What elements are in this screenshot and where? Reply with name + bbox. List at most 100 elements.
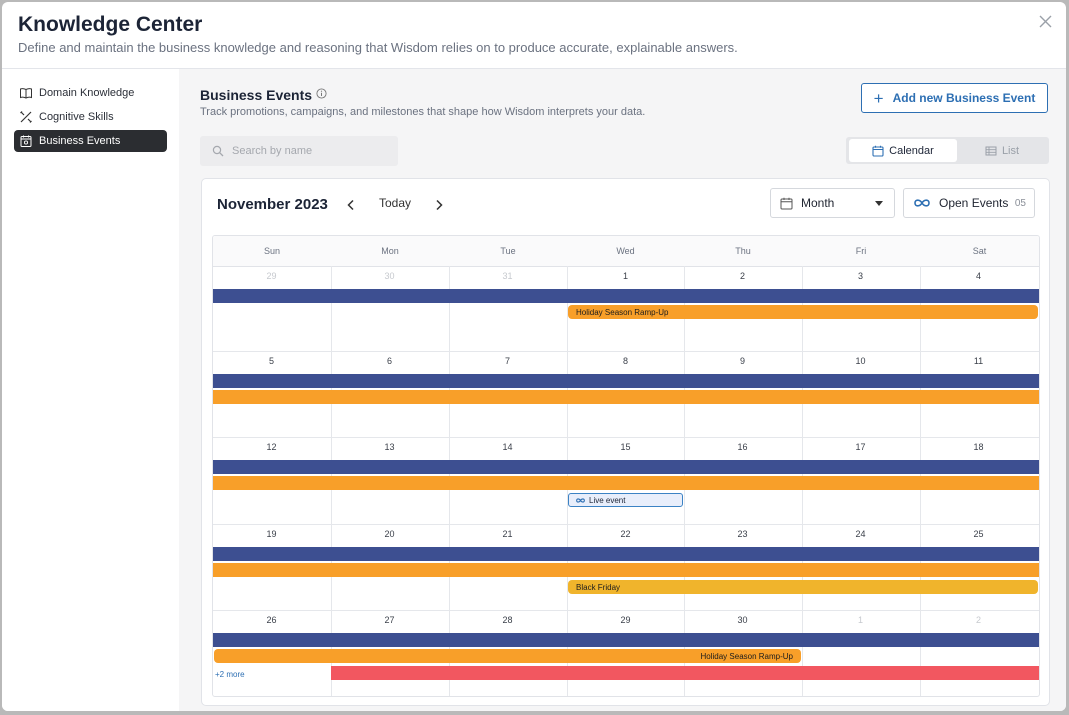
day-number[interactable]: 31: [502, 271, 513, 281]
day-number[interactable]: 24: [855, 529, 866, 539]
day-number[interactable]: 5: [268, 356, 274, 366]
day-number[interactable]: 19: [266, 529, 277, 539]
event-bar[interactable]: [213, 633, 1039, 647]
day-number[interactable]: 10: [855, 356, 866, 366]
plus-icon: +: [873, 88, 884, 108]
calendar-icon: [780, 197, 793, 210]
day-number[interactable]: 8: [622, 356, 628, 366]
view-select-value: Month: [801, 196, 835, 210]
book-icon: [19, 86, 33, 100]
open-events-count: 05: [1014, 197, 1026, 209]
infinity-icon: [912, 197, 932, 209]
search-icon: [212, 145, 224, 157]
event-label: Live event: [589, 495, 626, 505]
chevron-down-icon: [875, 201, 883, 206]
tools-icon: [19, 110, 33, 124]
day-number[interactable]: 16: [737, 442, 748, 452]
grid-divider: [213, 437, 1039, 438]
event-bar[interactable]: [213, 547, 1039, 561]
page-subtitle: Define and maintain the business knowled…: [18, 40, 738, 55]
day-number[interactable]: 21: [502, 529, 513, 539]
event-bar[interactable]: Black Friday: [568, 580, 1038, 594]
day-number[interactable]: 29: [266, 271, 277, 281]
list-view-label: List: [1001, 144, 1020, 157]
calendar-grid: Sun Mon Tue Wed Thu Fri Sat 29 30 31 1 2 3 4 5 6 7 8 9 10 11…: [212, 235, 1040, 697]
day-number[interactable]: 11: [973, 356, 984, 366]
event-label: Black Friday: [576, 582, 621, 592]
calendar-event-icon: [19, 134, 33, 148]
chevron-right-icon[interactable]: [431, 197, 447, 213]
sidebar-item-business-events[interactable]: Business Events: [14, 130, 167, 152]
open-events-button[interactable]: Open Events 05: [903, 188, 1035, 218]
day-number[interactable]: 26: [266, 615, 277, 625]
info-icon[interactable]: [316, 86, 327, 99]
day-number[interactable]: 20: [384, 529, 395, 539]
view-select[interactable]: Month: [770, 188, 895, 218]
chevron-left-icon[interactable]: [343, 197, 359, 213]
day-number[interactable]: 17: [855, 442, 866, 452]
event-bar[interactable]: [213, 460, 1039, 474]
search-box: [200, 136, 398, 166]
close-icon[interactable]: [1036, 12, 1056, 32]
event-bar[interactable]: [213, 390, 1039, 404]
open-events-label: Open Events: [939, 196, 1009, 210]
day-number[interactable]: 13: [384, 442, 395, 452]
event-bar[interactable]: [213, 476, 1039, 490]
event-bar[interactable]: [213, 374, 1039, 388]
day-number[interactable]: 2: [739, 271, 745, 281]
event-bar[interactable]: [213, 563, 1039, 577]
weekday-label: Sat: [972, 246, 987, 256]
event-bar[interactable]: [331, 666, 1039, 680]
weekday-label: Wed: [616, 246, 635, 256]
weekday-label: Thu: [735, 246, 751, 256]
day-number[interactable]: 1: [622, 271, 628, 281]
search-input[interactable]: [230, 144, 384, 158]
day-number[interactable]: 15: [620, 442, 631, 452]
grid-divider: [213, 524, 1039, 525]
weekday-label: Tue: [500, 246, 516, 256]
calendar-view-label: Calendar: [889, 144, 934, 157]
day-number[interactable]: 2: [975, 615, 981, 625]
day-number[interactable]: 22: [620, 529, 631, 539]
day-number[interactable]: 23: [737, 529, 748, 539]
list-view-button[interactable]: List: [957, 139, 1047, 162]
day-number[interactable]: 6: [386, 356, 392, 366]
day-number[interactable]: 27: [384, 615, 395, 625]
day-number[interactable]: 9: [739, 356, 745, 366]
day-number[interactable]: 12: [266, 442, 277, 452]
section-title: Business Events: [200, 87, 313, 103]
day-number[interactable]: 3: [857, 271, 863, 281]
sidebar-item-domain-knowledge[interactable]: Domain Knowledge: [14, 82, 167, 104]
sidebar: Domain Knowledge Cognitive Skills Busine…: [2, 69, 178, 711]
page-title: Knowledge Center: [18, 13, 203, 36]
event-bar[interactable]: [213, 289, 1039, 303]
sidebar-item-label: Cognitive Skills: [39, 111, 114, 123]
today-button[interactable]: Today: [379, 196, 412, 210]
day-number[interactable]: 30: [737, 615, 748, 625]
event-bar[interactable]: Holiday Season Ramp-Up: [568, 305, 1038, 319]
day-number[interactable]: 29: [620, 615, 631, 625]
add-business-event-button[interactable]: + Add new Business Event: [861, 83, 1048, 113]
more-events-link[interactable]: +2 more: [215, 670, 245, 679]
day-number[interactable]: 1: [857, 615, 863, 625]
day-number[interactable]: 18: [973, 442, 984, 452]
grid-divider: [213, 351, 1039, 352]
day-number[interactable]: 4: [975, 271, 981, 281]
header: Knowledge Center Define and maintain the…: [2, 2, 1066, 69]
weekday-header: Sun Mon Tue Wed Thu Fri Sat: [213, 236, 1039, 267]
main-panel: Business Events Track promotions, campai…: [179, 69, 1066, 711]
day-number[interactable]: 28: [502, 615, 513, 625]
day-number[interactable]: 30: [384, 271, 395, 281]
event-bar[interactable]: Holiday Season Ramp-Up: [214, 649, 801, 663]
calendar: November 2023 Today Month Open Events: [201, 178, 1050, 706]
calendar-icon: [872, 145, 884, 157]
section-subtitle: Track promotions, campaigns, and milesto…: [200, 106, 646, 118]
sidebar-item-cognitive-skills[interactable]: Cognitive Skills: [14, 106, 167, 128]
day-number[interactable]: 25: [973, 529, 984, 539]
calendar-view-button[interactable]: Calendar: [849, 139, 957, 162]
event-bar[interactable]: Live event: [568, 493, 683, 507]
day-number[interactable]: 7: [504, 356, 510, 366]
event-label: Holiday Season Ramp-Up: [576, 307, 669, 317]
weekday-label: Fri: [855, 246, 867, 256]
day-number[interactable]: 14: [502, 442, 513, 452]
